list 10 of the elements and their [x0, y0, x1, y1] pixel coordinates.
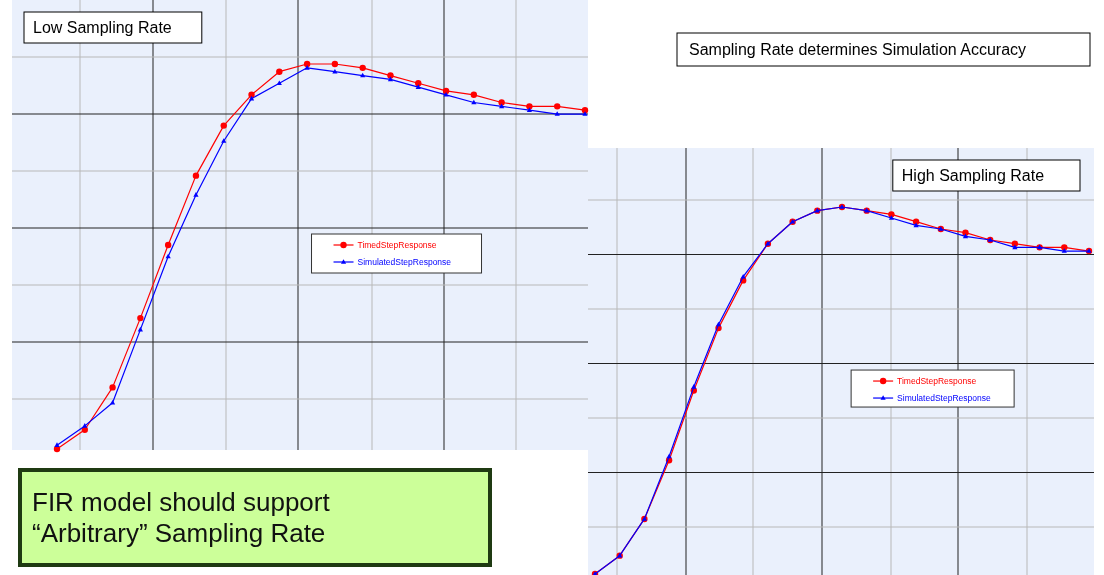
- legend-label: SimulatedStepResponse: [357, 257, 452, 267]
- legend-label: SimulatedStepResponse: [897, 393, 991, 404]
- chart-title: Low Sampling Rate: [33, 19, 172, 36]
- chart-title: High Sampling Rate: [901, 167, 1045, 184]
- note-box: FIR model should support “Arbitrary” Sampling Rate: [18, 468, 492, 567]
- title-box: Low Sampling Rate: [23, 11, 203, 44]
- title-box: High Sampling Rate: [892, 159, 1081, 192]
- legend-label: TimedStepResponse: [897, 376, 977, 387]
- note-box: Sampling Rate determines Simulation Accuracy: [676, 32, 1091, 67]
- legend-label: TimedStepResponse: [357, 240, 437, 250]
